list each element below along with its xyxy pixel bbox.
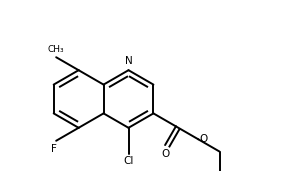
Text: CH₃: CH₃ xyxy=(48,45,64,54)
Text: N: N xyxy=(125,56,132,66)
Text: O: O xyxy=(199,134,208,144)
Text: O: O xyxy=(161,149,169,159)
Text: Cl: Cl xyxy=(123,156,134,166)
Text: F: F xyxy=(51,144,57,154)
